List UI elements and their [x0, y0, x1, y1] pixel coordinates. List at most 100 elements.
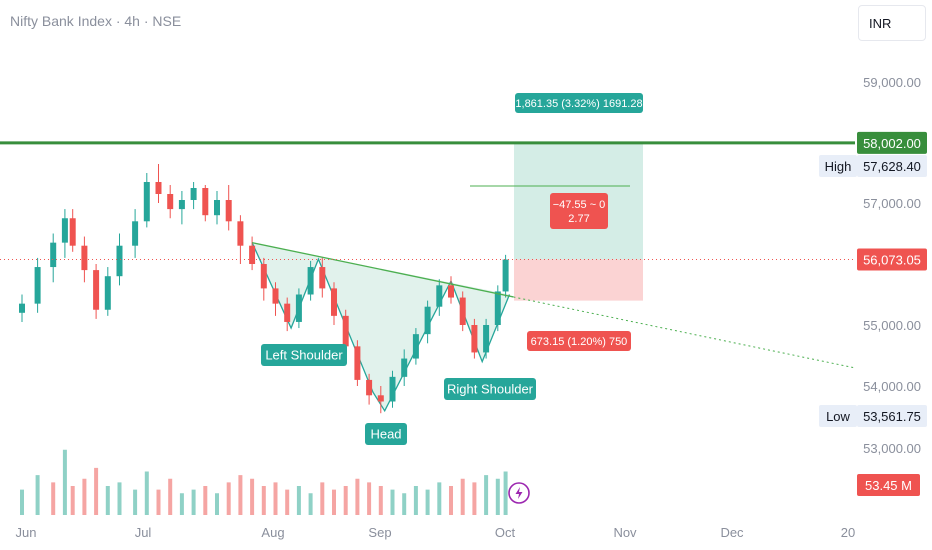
candle-body — [366, 379, 373, 396]
volume-bar — [203, 486, 208, 515]
candle — [295, 288, 302, 329]
head-label-text: Head — [370, 427, 401, 442]
volume-bar — [355, 478, 360, 515]
candle-body — [225, 200, 232, 222]
candle-body — [448, 285, 454, 298]
volume-bar — [332, 489, 336, 515]
candle-body — [401, 358, 408, 377]
volume-bar — [35, 475, 40, 515]
volume-bar — [226, 482, 231, 515]
candle — [214, 191, 220, 225]
candle — [104, 267, 111, 316]
candle-body — [436, 285, 443, 307]
x-tick-label: Aug — [261, 525, 284, 540]
right-shoulder-label-text: Right Shoulder — [447, 382, 534, 397]
candle — [471, 318, 478, 359]
candle-body — [272, 288, 279, 304]
candle — [502, 254, 509, 298]
volume-bar — [378, 486, 383, 515]
candle — [412, 328, 419, 365]
candle — [34, 257, 41, 313]
stop-measure-label: 673.15 (1.20%) 750 — [527, 331, 631, 351]
left-shoulder-label-bg — [261, 344, 347, 366]
candle-body — [104, 276, 111, 310]
candle — [389, 370, 396, 408]
low-badge-label-bg — [819, 405, 857, 427]
volume-bar — [51, 482, 56, 515]
low-badge-value-bg — [857, 405, 927, 427]
candle-body — [93, 270, 100, 310]
candle — [19, 294, 25, 322]
volume-bar — [503, 471, 508, 515]
volume-bar — [94, 467, 99, 515]
volume-bar — [413, 486, 418, 515]
pattern-fill — [252, 242, 510, 411]
volume-bar — [425, 489, 430, 515]
low-badge: Low 53,561.75 — [819, 405, 927, 427]
x-tick-label: Sep — [368, 525, 391, 540]
currency-selector[interactable]: INR — [858, 5, 926, 41]
candle-body — [202, 188, 209, 216]
volume-bar — [449, 486, 453, 515]
candle-body — [284, 303, 291, 322]
candle — [116, 233, 123, 286]
x-tick-label: 20 — [841, 525, 855, 540]
volume-bar — [156, 489, 161, 515]
candle-body — [249, 245, 256, 264]
high-badge-label-bg — [819, 155, 857, 177]
candle — [69, 209, 76, 252]
candle — [225, 185, 232, 231]
head-label-bg — [365, 423, 407, 445]
lightning-icon[interactable] — [508, 482, 530, 504]
stop-measure-label-text: 673.15 (1.20%) 750 — [531, 336, 628, 348]
head-label: Head — [365, 423, 407, 445]
candle-body — [143, 182, 150, 222]
candle-body — [190, 188, 197, 200]
volume-bar — [460, 478, 465, 515]
candle-body — [502, 259, 509, 292]
candle-body — [295, 294, 302, 322]
volume-bar — [484, 475, 489, 515]
risk-reward-bg — [550, 193, 608, 229]
candle-body — [459, 297, 466, 325]
neckline — [251, 242, 514, 298]
candle-body — [167, 194, 174, 210]
y-tick-label: 54,000.00 — [863, 379, 921, 394]
candle-body — [342, 315, 349, 347]
volume-bar — [308, 493, 313, 515]
volume-bar — [472, 482, 477, 515]
candle — [459, 291, 466, 332]
candle-body — [116, 245, 123, 277]
candle — [178, 191, 185, 225]
volume-bar — [168, 478, 173, 515]
candle-body — [61, 218, 68, 243]
volume-bar — [402, 493, 407, 515]
resistance-price-badge-bg — [857, 131, 927, 154]
high-badge-label: High — [825, 159, 852, 174]
high-badge-value: 57,628.40 — [863, 159, 921, 174]
volume-bar — [250, 478, 255, 515]
resistance-price-badge-text: 58,002.00 — [863, 136, 921, 151]
volume-bar — [191, 489, 196, 515]
candle-body — [471, 325, 478, 353]
candle — [93, 264, 100, 319]
candle-body — [214, 200, 220, 216]
candle — [272, 282, 279, 316]
volume-bar — [144, 471, 149, 515]
volume-bar — [133, 489, 138, 515]
candle — [132, 209, 139, 258]
high-badge-value-bg — [857, 155, 927, 177]
y-tick-label: 57,000.00 — [863, 196, 921, 211]
candle — [494, 285, 501, 332]
candle-body — [412, 334, 419, 359]
right-shoulder-label: Right Shoulder — [444, 378, 536, 400]
volume-bar — [238, 475, 243, 515]
candle-body — [50, 242, 57, 268]
candle — [366, 373, 373, 405]
candle — [167, 185, 174, 219]
high-badge: High 57,628.40 — [819, 155, 927, 177]
candle — [284, 297, 291, 332]
resistance-price-badge: 58,002.00 — [857, 131, 927, 154]
volume-badge-text: 53.45 M — [865, 478, 912, 493]
